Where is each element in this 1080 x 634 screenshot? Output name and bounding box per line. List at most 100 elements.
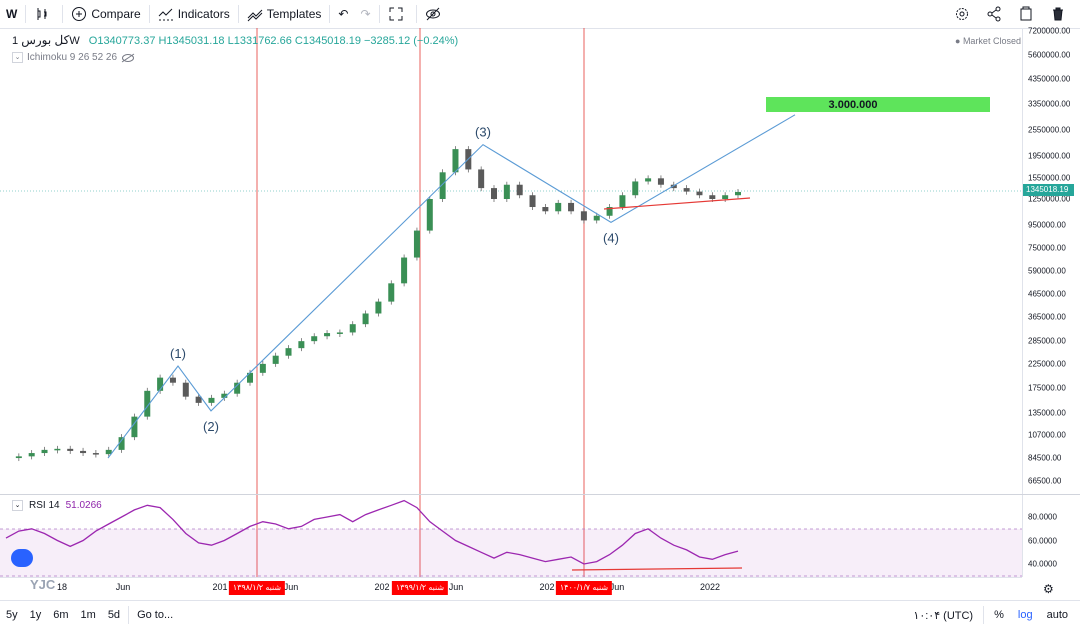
ichimoku-label: Ichimoku 9 26 52 26 [27,52,118,63]
range-button-5y[interactable]: 5y [6,609,18,621]
candle [234,382,241,394]
candle [670,184,677,189]
divider [237,5,239,23]
rsi-value: 51.0266 [65,500,102,511]
price-candles [15,146,741,462]
goto-button[interactable]: Go to... [137,609,174,621]
rsi-band [0,529,1022,577]
candle [516,184,523,196]
candle [722,195,729,199]
templates-button[interactable]: Templates [241,0,328,28]
share-icon[interactable] [980,0,1012,28]
price-tick-label: 3350000.00 [1028,99,1071,109]
rsi-line [5,499,739,565]
candle [208,397,215,403]
range-buttons: 5y 1y 6m 1m 5d [0,609,126,621]
candle [272,355,279,364]
candle [568,202,575,212]
range-button-1y[interactable]: 1y [29,609,42,621]
price-tick-label: 590000.00 [1028,266,1066,276]
range-button-1m[interactable]: 1m [80,609,96,621]
candle [632,181,639,196]
undo-icon[interactable]: ↶ [338,7,349,21]
price-axis[interactable]: 7200000.00 5600000.00 4350000.00 3350000.00… [1022,26,1080,494]
symbol-name[interactable]: کل بورس [21,33,70,47]
symbol-button[interactable]: W [6,7,18,21]
rsi-tick-label: 80.0000 [1028,512,1057,522]
rsi-axis[interactable]: 80.0000 60.0000 40.0000 [1022,495,1080,577]
price-tick-label: 5600000.00 [1028,50,1071,60]
watermark: YJC [30,577,56,592]
settings-gear-icon[interactable] [948,0,980,28]
indicators-button[interactable]: Indicators [152,0,236,28]
candle [555,202,562,212]
wave-label: (5) [784,95,800,110]
rsi-trendline[interactable] [571,567,743,571]
candle [606,207,613,216]
wave-label: (1) [170,346,186,361]
time-tick-label: 2022 [699,582,721,592]
price-tick-label: 84500.00 [1028,453,1062,463]
visibility-eye-icon[interactable] [121,53,135,63]
candle [696,191,703,196]
percent-toggle[interactable]: % [994,609,1004,621]
candle [349,324,356,333]
hide-eye-icon[interactable] [419,0,451,28]
candle [426,199,433,231]
indicators-label: Indicators [177,7,230,21]
indicator-row[interactable]: ⌄ Ichimoku 9 26 52 26 [12,52,135,63]
candle [465,149,472,170]
elliott-wave-line[interactable] [107,114,796,459]
time-tick-label: 202 [539,582,555,592]
divider [62,5,64,23]
price-tick-label: 465000.00 [1028,289,1066,299]
divider [25,5,27,23]
templates-icon [247,9,263,22]
candle [92,453,99,455]
top-toolbar: W Compare Indicators Templates ↶ ↷ [0,0,1080,29]
time-axis[interactable]: 18 Jun 201 Jun 202 Jun 202 Jun 2022 شنبه ۱۳۹۸/۱/۲… [0,577,1022,598]
candle [388,283,395,302]
utc-clock[interactable]: ۱۰:۰۴ (UTC) [913,609,974,622]
ohlc-values: O1340773.37 H1345031.18 L1331762.66 C134… [88,35,459,47]
interval: 1W [12,35,80,47]
range-button-6m[interactable]: 6m [53,609,69,621]
price-tick-label: 750000.00 [1028,243,1066,253]
candle [221,393,228,398]
snapshot-icon[interactable] [1012,0,1044,28]
candle [439,172,446,199]
price-tick-label: 4350000.00 [1028,74,1071,84]
chevron-down-icon[interactable]: ⌄ [12,500,23,511]
candle-style-icon[interactable] [28,0,60,28]
tradingview-logo-icon [11,549,33,567]
candle [375,301,382,314]
fullscreen-icon[interactable] [382,0,414,28]
candle [452,149,459,173]
trash-icon[interactable] [1044,0,1076,28]
candle [683,188,690,192]
support-trendline[interactable] [603,197,751,210]
current-price-label: 1345018.19 [1023,184,1074,196]
time-tick-label: 18 [56,582,68,592]
range-button-5d[interactable]: 5d [107,609,121,621]
wave-label: (3) [475,125,491,140]
candle [580,211,587,221]
price-tick-label: 950000.00 [1028,220,1066,230]
log-toggle[interactable]: log [1017,609,1033,621]
redo-icon[interactable]: ↷ [360,7,371,21]
candle [285,348,292,356]
candle [131,416,138,438]
compare-button[interactable]: Compare [65,0,146,28]
chevron-down-icon[interactable]: ⌄ [12,52,23,63]
axis-settings-gear-icon[interactable]: ⚙ [1043,582,1054,596]
rsi-title: RSI 14 [29,500,60,511]
candle [144,390,151,417]
target-box[interactable] [766,97,990,112]
price-tick-label: 175000.00 [1028,383,1066,393]
price-tick-label: 1550000.00 [1028,173,1071,183]
candle [503,184,510,199]
price-tick-label: 66500.00 [1028,476,1062,486]
auto-toggle[interactable]: auto [1046,609,1068,621]
price-tick-label: 285000.00 [1028,336,1066,346]
